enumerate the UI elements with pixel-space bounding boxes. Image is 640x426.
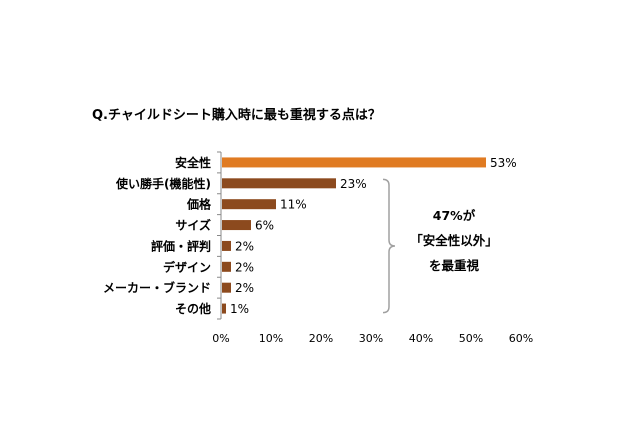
annotation-line: 「安全性以外」	[410, 233, 498, 248]
category-label: デザイン	[163, 259, 211, 274]
value-label: 11%	[280, 198, 307, 212]
bars	[222, 157, 486, 314]
bar	[222, 303, 226, 314]
category-label: 使い勝手(機能性)	[115, 176, 211, 191]
labels: 安全性 53% 使い勝手(機能性) 23% 価格 11% サイズ 6% 評価・評判 2% デザイン 2…	[103, 155, 517, 316]
category-label: メーカー・ブランド	[103, 280, 211, 295]
x-tick-label: 50%	[459, 332, 483, 345]
value-label: 6%	[255, 219, 274, 233]
category-label: その他	[175, 301, 211, 316]
chart-title: Q.チャイルドシート購入時に最も重視する点は？	[92, 107, 381, 123]
bar	[222, 240, 231, 251]
x-tick-label: 0%	[212, 332, 229, 345]
x-tick-label: 20%	[309, 332, 333, 345]
value-label: 2%	[235, 260, 254, 274]
annotation: 47%が「安全性以外」を最重視	[382, 178, 498, 314]
category-label: 評価・評判	[151, 238, 211, 253]
value-label: 23%	[340, 177, 367, 191]
annotation-line: 47%が	[433, 208, 476, 223]
category-label: サイズ	[175, 218, 211, 233]
value-label: 2%	[235, 281, 254, 295]
bar	[222, 157, 486, 168]
annotation-line: を最重視	[429, 258, 480, 273]
axis: 0% 10% 20% 30% 40% 50% 60%	[212, 151, 533, 345]
bar	[222, 261, 231, 272]
category-label: 安全性	[175, 155, 211, 170]
value-label: 53%	[490, 156, 517, 170]
x-tick-label: 60%	[509, 332, 533, 345]
value-label: 2%	[235, 239, 254, 253]
bar	[222, 178, 336, 189]
category-label: 価格	[186, 197, 212, 212]
bar	[222, 199, 276, 210]
bracket	[382, 178, 396, 314]
x-tick-label: 40%	[409, 332, 433, 345]
bar	[222, 282, 231, 293]
bar	[222, 220, 251, 231]
x-tick-label: 10%	[259, 332, 283, 345]
x-tick-label: 30%	[359, 332, 383, 345]
value-label: 1%	[230, 302, 249, 316]
